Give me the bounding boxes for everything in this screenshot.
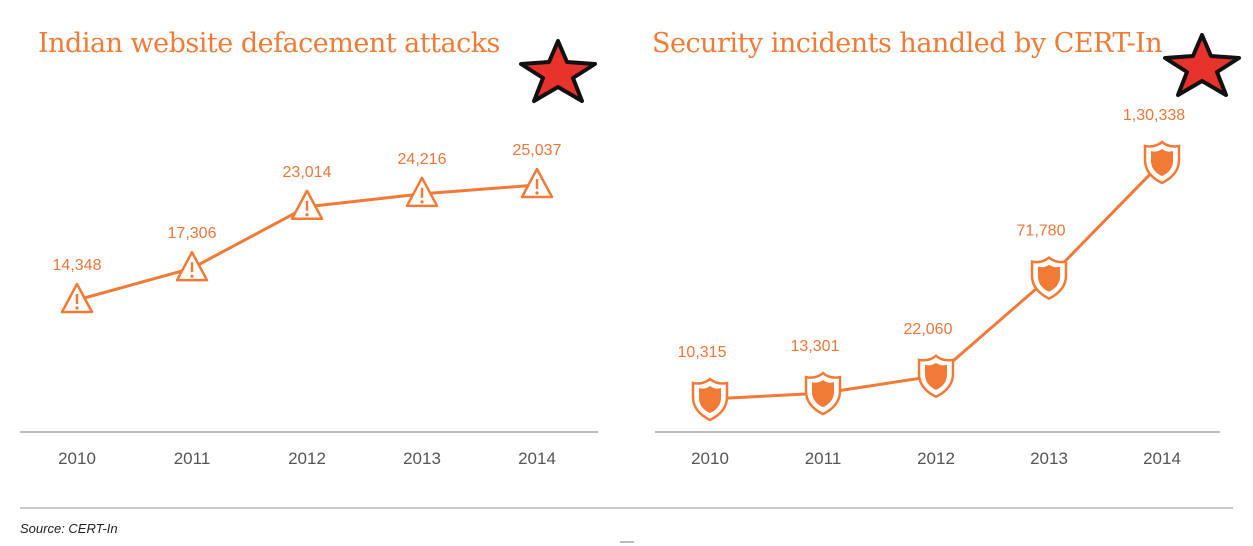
line-chart-incidents: 10,315 2010 13,301 2011 22,060 2012 71,780 2013… [655, 107, 1220, 468]
star-icon [1163, 33, 1241, 97]
source-note: Source: CERT-In [20, 521, 118, 536]
warning-triangle-marker [60, 282, 94, 314]
line-chart-defacement: 14,348 2010 17,306 2011 23,014 2012 24,216 2013… [20, 142, 598, 468]
data-label: 71,780 [1017, 223, 1066, 240]
chart-title: Indian website defacement attacks [38, 28, 500, 59]
x-tick-label: 2013 [1030, 449, 1068, 468]
chart-panel-defacement: Indian website defacement attacks 14,348… [20, 0, 600, 480]
x-tick-label: 2010 [691, 449, 729, 468]
data-label: 23,014 [283, 164, 332, 181]
data-label: 17,306 [168, 225, 217, 242]
x-tick-label: 2010 [58, 449, 96, 468]
source-divider [20, 507, 1233, 509]
scroll-indicator [620, 541, 634, 543]
data-label: 13,301 [791, 338, 840, 355]
data-label: 14,348 [53, 257, 102, 274]
x-tick-label: 2012 [288, 449, 326, 468]
star-icon [519, 39, 597, 103]
x-tick-label: 2011 [174, 449, 211, 468]
shield-marker [917, 354, 955, 399]
warning-triangle-marker [175, 250, 209, 282]
data-label: 22,060 [904, 321, 953, 338]
shield-marker [804, 371, 842, 416]
data-label: 1,30,338 [1123, 107, 1185, 124]
chart-panel-incidents: Security incidents handled by CERT-In 10… [640, 0, 1241, 480]
shield-marker [1143, 140, 1181, 185]
x-tick-label: 2014 [1143, 449, 1181, 468]
warning-triangle-marker [405, 176, 439, 208]
data-label: 25,037 [513, 142, 562, 159]
x-tick-label: 2013 [403, 449, 441, 468]
chart-title: Security incidents handled by CERT-In [652, 28, 1163, 59]
shield-marker [691, 377, 729, 422]
x-tick-label: 2011 [805, 449, 842, 468]
data-label: 24,216 [398, 151, 447, 168]
x-tick-label: 2012 [917, 449, 955, 468]
x-tick-label: 2014 [518, 449, 556, 468]
shield-marker [1030, 256, 1068, 301]
warning-triangle-marker [290, 189, 324, 221]
data-label: 10,315 [678, 344, 727, 361]
warning-triangle-marker [520, 167, 554, 199]
